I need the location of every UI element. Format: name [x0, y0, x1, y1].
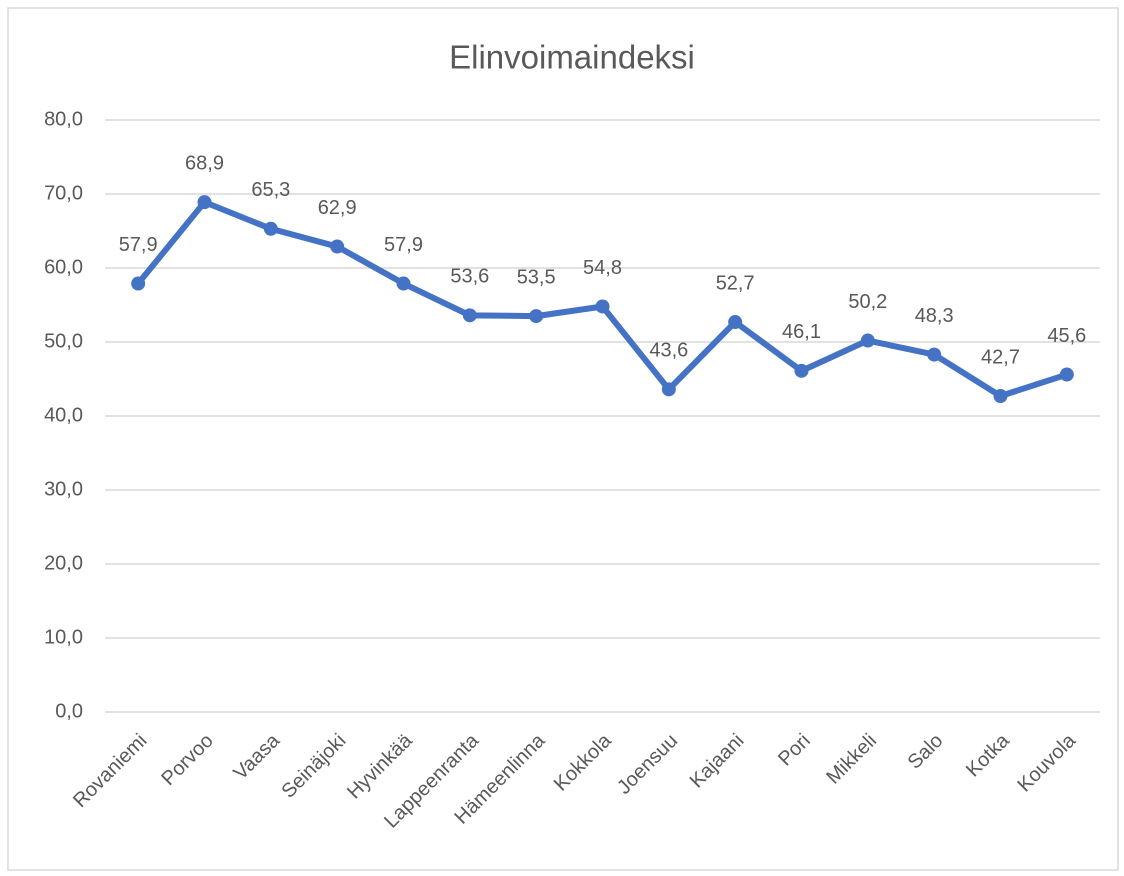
marker — [263, 221, 278, 236]
y-tick-label: 70,0 — [44, 182, 83, 204]
marker — [197, 195, 212, 210]
y-tick-label: 30,0 — [44, 478, 83, 500]
data-label: 50,2 — [848, 291, 887, 313]
y-tick-label: 50,0 — [44, 330, 83, 352]
marker — [728, 315, 743, 330]
marker — [794, 363, 809, 378]
marker — [462, 308, 477, 323]
y-tick-label: 60,0 — [44, 256, 83, 278]
marker — [1059, 367, 1074, 382]
data-label: 65,3 — [251, 179, 290, 201]
marker — [396, 276, 411, 291]
chart-title: Elinvoimaindeksi — [449, 39, 695, 76]
data-label: 57,9 — [119, 234, 158, 256]
chart-border — [7, 7, 1119, 871]
data-label: 53,6 — [450, 266, 489, 288]
data-label: 54,8 — [583, 257, 622, 279]
marker — [860, 333, 875, 348]
data-label: 42,7 — [981, 346, 1020, 368]
marker — [927, 347, 942, 362]
marker — [131, 276, 146, 291]
y-tick-label: 0,0 — [55, 700, 83, 722]
data-label: 48,3 — [915, 305, 954, 327]
marker — [661, 382, 676, 397]
data-label: 45,6 — [1047, 325, 1086, 347]
marker — [529, 309, 544, 324]
data-label: 52,7 — [716, 272, 755, 294]
data-label: 62,9 — [318, 197, 357, 219]
marker — [330, 239, 345, 254]
y-tick-label: 10,0 — [44, 626, 83, 648]
data-label: 68,9 — [185, 152, 224, 174]
y-tick-label: 40,0 — [44, 404, 83, 426]
data-label: 53,5 — [517, 266, 556, 288]
y-tick-label: 20,0 — [44, 552, 83, 574]
data-label: 57,9 — [384, 234, 423, 256]
data-label: 46,1 — [782, 321, 821, 343]
marker — [595, 299, 610, 314]
data-label: 43,6 — [649, 340, 688, 362]
y-tick-label: 80,0 — [44, 108, 83, 130]
marker — [993, 389, 1008, 404]
